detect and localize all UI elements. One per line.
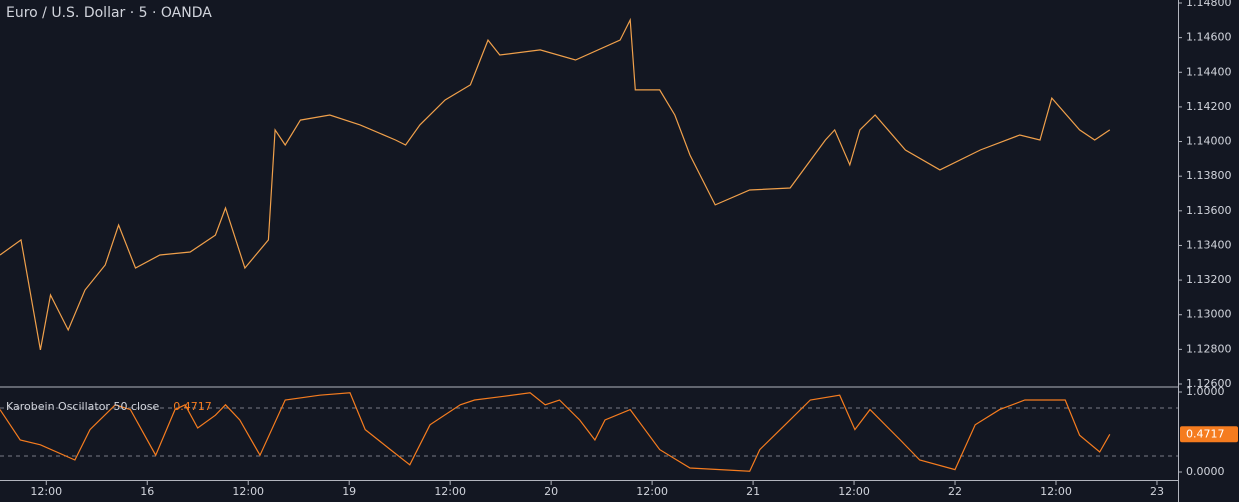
y-tick-label: 1.12600 [1186, 377, 1232, 390]
chart-title: Euro / U.S. Dollar · 5 · OANDA [6, 5, 212, 21]
x-tick-label: 21 [746, 485, 760, 498]
series-line [0, 392, 1111, 472]
last-value-badge [1180, 426, 1238, 443]
x-tick-label: 12:00 [232, 485, 264, 498]
y-tick-label: 1.14000 [1186, 135, 1232, 148]
x-tick-label: 12:00 [434, 485, 466, 498]
x-tick-label: 12:00 [838, 485, 870, 498]
y-tick-label: 1.14800 [1186, 0, 1232, 9]
legend-label: Karobein Oscillator 50 close [6, 400, 160, 413]
x-tick-label: 12:00 [30, 485, 62, 498]
x-tick-label: 20 [544, 485, 558, 498]
y-tick-label: 1.14400 [1186, 65, 1232, 78]
x-tick-label: 23 [1150, 485, 1164, 498]
y-tick-label: 1.14600 [1186, 31, 1232, 44]
x-tick-label: 12:00 [1040, 485, 1072, 498]
legend-value: 0.4717 [173, 400, 212, 413]
y-tick-label: 1.0000 [1186, 385, 1225, 398]
y-tick-label: 0.0000 [1186, 465, 1225, 478]
last-value-label: 0.4717 [1186, 427, 1225, 440]
y-tick-label: 1.13000 [1186, 308, 1232, 321]
x-tick-label: 12:00 [636, 485, 668, 498]
y-tick-label: 1.13400 [1186, 238, 1232, 251]
x-tick-label: 19 [342, 485, 356, 498]
y-tick-label: 1.13800 [1186, 169, 1232, 182]
y-tick-label: 1.13600 [1186, 204, 1232, 217]
x-tick-label: 16 [140, 485, 154, 498]
x-tick-label: 22 [948, 485, 962, 498]
series-line [0, 17, 1111, 351]
y-tick-label: 1.13200 [1186, 273, 1232, 286]
y-tick-label: 1.12800 [1186, 342, 1232, 355]
y-tick-label: 1.14200 [1186, 100, 1232, 113]
